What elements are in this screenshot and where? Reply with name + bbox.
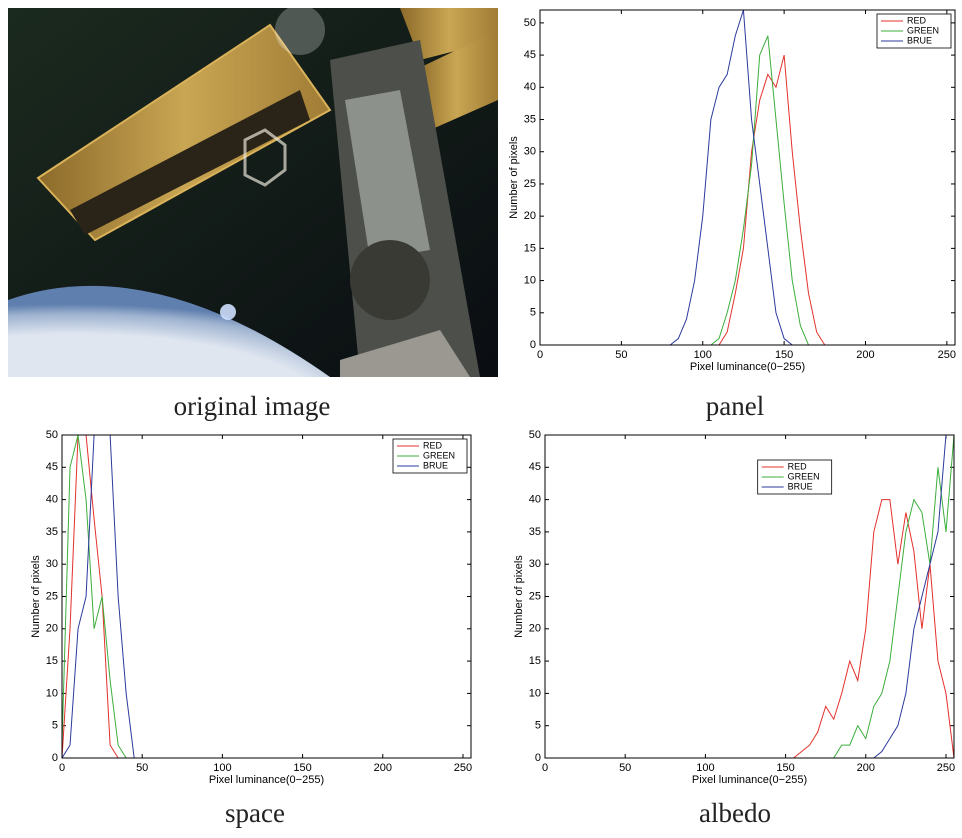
y-tick-label: 15 [524,242,536,254]
series-line [540,35,955,345]
chart-caption: space [225,798,285,828]
x-tick-label: 50 [615,349,627,361]
x-tick-label: 100 [696,762,714,774]
x-tick-label: 0 [59,762,65,774]
plot-area [545,435,954,758]
y-tick-label: 40 [46,494,58,506]
x-tick-label: 200 [374,762,392,774]
x-axis-label: Pixel luminance(0−255) [692,774,807,786]
x-tick-label: 250 [937,762,955,774]
y-tick-label: 35 [529,526,541,538]
chart-caption: panel [706,391,764,421]
x-tick-label: 200 [857,762,875,774]
y-tick-label: 30 [529,558,541,570]
y-tick-label: 25 [46,590,58,602]
y-tick-label: 0 [535,752,541,764]
y-tick-label: 15 [529,655,541,667]
x-tick-label: 150 [775,349,793,361]
series-line [545,499,954,758]
legend-label: BRUE [423,460,448,470]
y-tick-label: 5 [530,307,536,319]
x-tick-label: 250 [938,349,956,361]
axes-frame [61,434,472,759]
y-axis-label: Number of pixels [513,555,525,638]
y-tick-label: 45 [529,461,541,473]
axes-frame [544,434,955,759]
x-tick-label: 100 [213,762,231,774]
y-tick-label: 40 [524,81,536,93]
legend-label: BRUE [788,481,813,491]
y-tick-label: 30 [46,558,58,570]
series-line [540,10,955,345]
x-tick-label: 50 [619,762,631,774]
y-tick-label: 5 [52,720,58,732]
plot-lines [62,435,471,758]
y-tick-label: 20 [529,623,541,635]
x-axis-label: Pixel luminance(0−255) [690,361,805,373]
y-axis-label: Number of pixels [508,136,520,219]
series-line [545,435,954,758]
axes-frame [539,9,956,346]
plot-area [62,435,471,758]
plot-lines [545,435,954,758]
y-tick-label: 10 [46,687,58,699]
y-tick-label: 25 [529,590,541,602]
y-tick-label: 50 [524,17,536,29]
legend-label: RED [788,461,808,471]
y-tick-label: 5 [535,720,541,732]
y-tick-label: 45 [524,49,536,61]
x-tick-label: 200 [856,349,874,361]
x-tick-label: 0 [542,762,548,774]
y-tick-label: 10 [529,687,541,699]
series-line [62,435,471,758]
chart: 0 5 10 15 20 25 30 35 40 45 50 0 50 100 150 200 250 Pixel… [508,9,956,421]
y-tick-label: 20 [46,623,58,635]
y-tick-label: 45 [46,461,58,473]
original-image [8,5,498,377]
y-tick-label: 50 [529,429,541,441]
y-tick-label: 30 [524,146,536,158]
x-axis-label: Pixel luminance(0−255) [209,774,324,786]
y-tick-label: 0 [52,752,58,764]
y-tick-label: 35 [46,526,58,538]
y-tick-label: 0 [530,339,536,351]
x-tick-label: 50 [136,762,148,774]
y-tick-label: 20 [524,210,536,222]
legend-label: GREEN [423,450,455,460]
x-tick-label: 150 [776,762,794,774]
y-tick-label: 15 [46,655,58,667]
legend-label: BRUE [907,35,932,45]
chart: 0 5 10 15 20 25 30 35 40 45 50 0 50 100 150 200 250 Pixel… [30,429,472,828]
x-tick-label: 250 [454,762,472,774]
x-tick-label: 0 [537,349,543,361]
plot-lines [540,10,955,345]
y-axis-label: Number of pixels [30,555,42,638]
chart: 0 5 10 15 20 25 30 35 40 45 50 0 50 100 150 200 250 Pixel… [513,429,955,828]
y-tick-label: 35 [524,113,536,125]
x-tick-label: 150 [293,762,311,774]
legend-label: GREEN [788,471,820,481]
legend-label: GREEN [907,25,939,35]
x-tick-label: 100 [694,349,712,361]
y-tick-label: 50 [46,429,58,441]
legend-label: RED [423,440,443,450]
y-tick-label: 10 [524,274,536,286]
legend-label: RED [907,15,927,25]
series-line [545,435,954,758]
y-tick-label: 25 [524,178,536,190]
chart-caption: albedo [699,798,771,828]
image-caption: original image [174,391,331,421]
y-tick-label: 40 [529,494,541,506]
